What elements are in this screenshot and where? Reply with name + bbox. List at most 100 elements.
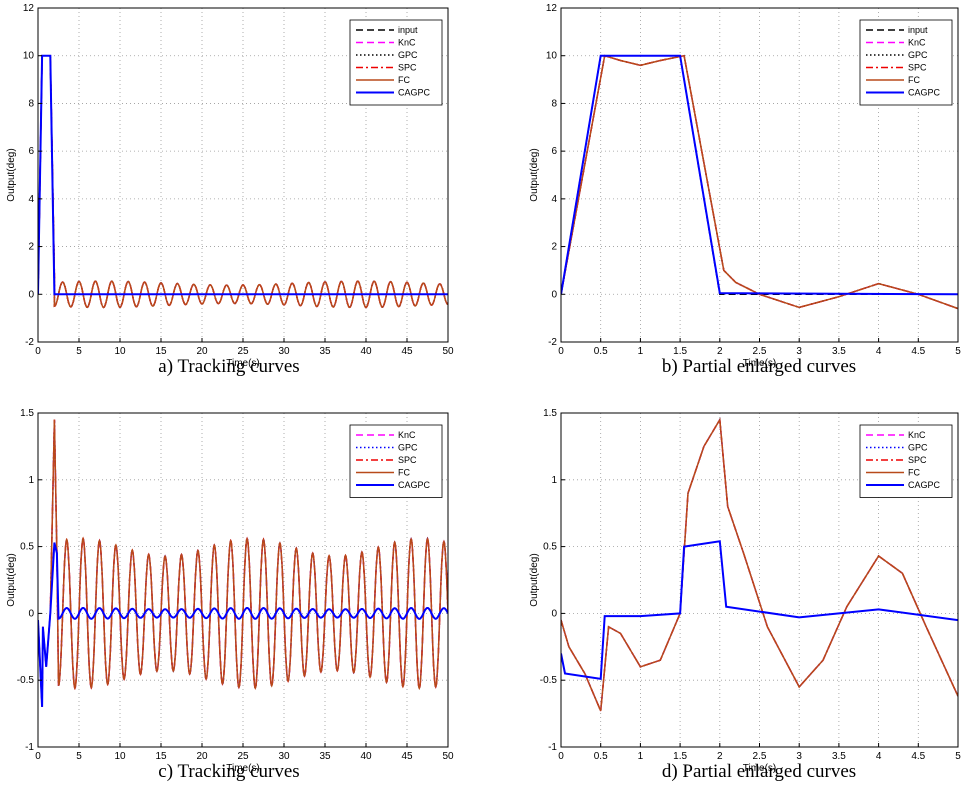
y-tick-label: 0 (28, 289, 34, 300)
x-tick-label: 2.5 (753, 751, 767, 762)
x-tick-label: 1.5 (673, 346, 687, 357)
y-tick-label: 0 (28, 608, 34, 619)
legend-label-cagpc: CAGPC (398, 88, 431, 98)
series-line-cagpc (38, 542, 448, 707)
x-tick-label: 3.5 (832, 346, 846, 357)
x-tick-label: 35 (319, 751, 331, 762)
x-tick-label: 5 (955, 346, 961, 357)
x-tick-label: 0 (35, 751, 41, 762)
series-group (38, 54, 448, 309)
x-axis-label: Time(s) (226, 358, 260, 369)
x-tick-label: 30 (278, 751, 290, 762)
x-tick-label: 15 (155, 751, 167, 762)
x-tick-label: 3 (796, 751, 802, 762)
x-tick-label: 50 (442, 751, 454, 762)
chart-panel-3: 0 5 10 15 20 25 30 35 40 45 50 -1 -0.5 0 0.5 1 1.5 Time(s… (6, 408, 454, 774)
y-tick-label: 0.5 (20, 542, 34, 553)
y-tick-label: 8 (28, 98, 34, 109)
panel-caption: b) Partial enlarged curves (662, 356, 856, 377)
x-tick-label: 4.5 (911, 751, 925, 762)
legend-label-cagpc: CAGPC (908, 480, 941, 490)
x-tick-label: 25 (237, 346, 249, 357)
legend-label-spc: SPC (398, 455, 417, 465)
y-tick-label: 12 (23, 3, 35, 14)
series-line-fc (38, 419, 448, 707)
y-tick-label: 1.5 (543, 408, 557, 419)
series-line-cagpc (561, 54, 958, 296)
legend-label-fc: FC (908, 75, 920, 85)
y-tick-label: 1 (28, 475, 34, 486)
y-tick-label: 4 (28, 194, 34, 205)
legend-label-knc: KnC (398, 38, 416, 48)
legend-label-knc: KnC (908, 430, 926, 440)
y-tick-label: -2 (25, 337, 34, 348)
x-tick-label: 1 (638, 346, 644, 357)
legend: input KnC GPC SPC FC CAGPC (349, 19, 443, 106)
chart-panel-2: 0 0.5 1 1.5 2 2.5 3 3.5 4 4.5 5-2024681012Time(s)O… (529, 3, 961, 369)
x-axis-label: Time(s) (743, 358, 777, 369)
y-axis-label: Output(deg) (529, 148, 540, 201)
legend-label-spc: SPC (908, 455, 927, 465)
x-tick-label: 35 (319, 346, 331, 357)
y-tick-label: -0.5 (17, 675, 35, 686)
x-tick-label: 4.5 (911, 346, 925, 357)
y-tick-label: 6 (28, 146, 34, 157)
x-tick-label: 30 (278, 346, 290, 357)
y-tick-label: 0 (551, 289, 557, 300)
series-group (38, 419, 448, 707)
legend-label-gpc: GPC (398, 50, 418, 60)
y-tick-label: 2 (551, 242, 557, 253)
chart-panel-1: 0 5 10 15 20 25 30 35 40 45 50-2024681012Time(s)Ou… (6, 3, 454, 369)
x-tick-label: 3.5 (832, 751, 846, 762)
y-tick-label: 0 (551, 608, 557, 619)
legend: KnC GPC SPC FC CAGPC (349, 424, 443, 498)
y-tick-label: 2 (28, 242, 34, 253)
x-tick-label: 1.5 (673, 751, 687, 762)
x-tick-label: 4 (876, 346, 882, 357)
series-line-cagpc (38, 54, 448, 296)
x-tick-label: 40 (360, 346, 372, 357)
x-tick-label: 10 (114, 346, 126, 357)
x-tick-label: 45 (401, 751, 413, 762)
x-tick-label: 0.5 (594, 346, 608, 357)
y-tick-label: 8 (551, 98, 557, 109)
legend: KnC GPC SPC FC CAGPC (859, 424, 953, 498)
y-tick-label: 12 (546, 3, 558, 14)
x-tick-label: 40 (360, 751, 372, 762)
legend-label-fc: FC (908, 468, 920, 478)
legend-label-cagpc: CAGPC (398, 480, 431, 490)
legend-box (859, 19, 953, 106)
legend-label-gpc: GPC (398, 443, 418, 453)
x-tick-label: 2 (717, 346, 723, 357)
x-tick-label: 0 (558, 346, 564, 357)
series-line-fc (38, 54, 448, 309)
x-axis-label: Time(s) (226, 763, 260, 774)
legend-label-spc: SPC (398, 63, 417, 73)
y-tick-label: -1 (548, 742, 557, 753)
legend-label-fc: FC (398, 468, 410, 478)
panel-caption: d) Partial enlarged curves (662, 761, 856, 782)
y-tick-label: -2 (548, 337, 557, 348)
y-tick-label: 10 (546, 51, 558, 62)
legend-label-knc: KnC (908, 38, 926, 48)
x-tick-label: 5 (955, 751, 961, 762)
x-tick-label: 0 (35, 346, 41, 357)
y-tick-label: -0.5 (540, 675, 558, 686)
series-group (561, 417, 958, 712)
x-tick-label: 2 (717, 751, 723, 762)
x-tick-label: 0 (558, 751, 564, 762)
y-tick-label: 10 (23, 51, 35, 62)
x-tick-label: 2.5 (753, 346, 767, 357)
legend-label-input: input (908, 25, 928, 35)
panel-caption: a) Tracking curves (158, 356, 299, 377)
legend: input KnC GPC SPC FC CAGPC (859, 19, 953, 106)
legend-label-fc: FC (398, 75, 410, 85)
x-tick-label: 20 (196, 751, 208, 762)
legend-label-spc: SPC (908, 63, 927, 73)
x-tick-label: 5 (76, 751, 82, 762)
x-tick-label: 0.5 (594, 751, 608, 762)
x-tick-label: 50 (442, 346, 454, 357)
x-axis-label: Time(s) (743, 763, 777, 774)
x-tick-label: 4 (876, 751, 882, 762)
